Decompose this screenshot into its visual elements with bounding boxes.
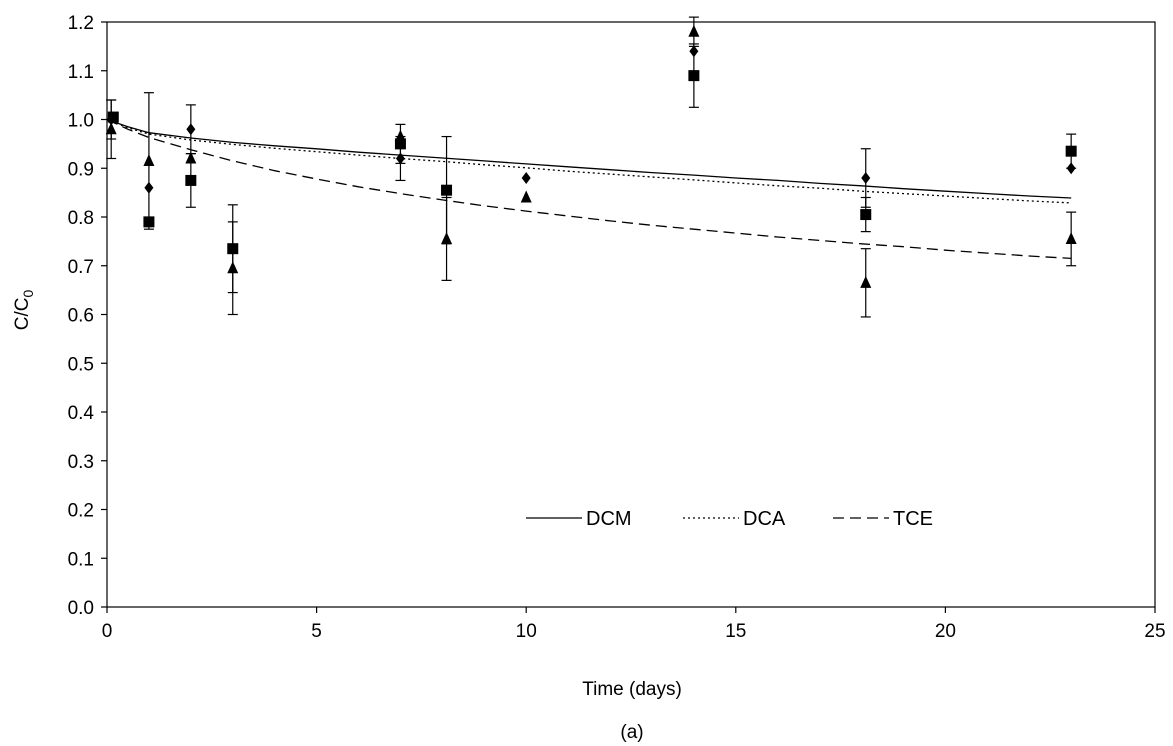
marker-triangle xyxy=(688,24,700,37)
y-tick-label: 0.8 xyxy=(68,208,94,229)
model-curves xyxy=(106,118,1072,260)
y-axis-title-main: C/C xyxy=(12,298,33,331)
y-axis-title: C/C0 xyxy=(12,290,36,331)
y-tick-label: 0.1 xyxy=(68,549,94,570)
observation-points xyxy=(105,16,1077,318)
y-axis-title-subscript: 0 xyxy=(20,290,36,298)
x-tick-label: 0 xyxy=(102,621,113,642)
y-tick-label: 1.0 xyxy=(68,111,94,132)
axes: 0.0 0.1 0.2 0.3 0.4 0.5 0.6 0.7 0.8 0.9 1.0 1.1 1.2 0… xyxy=(68,13,1166,642)
x-tick-label: 5 xyxy=(311,621,322,642)
y-tick-label: 1.2 xyxy=(68,13,94,34)
marker-square xyxy=(394,138,406,150)
legend-label-dca: DCA xyxy=(743,508,786,530)
x-tick-label: 15 xyxy=(725,621,746,642)
marker-triangle xyxy=(1065,231,1077,244)
marker-triangle xyxy=(860,275,872,288)
y-tick-label: 0.3 xyxy=(68,452,94,473)
marker-square xyxy=(107,111,119,123)
marker-square xyxy=(1065,145,1077,157)
y-tick-label: 1.1 xyxy=(68,62,94,83)
curve-dcm xyxy=(106,118,1072,199)
x-tick-label: 20 xyxy=(935,621,956,642)
marker-square xyxy=(688,70,700,82)
x-axis-title: Time (days) xyxy=(582,679,682,700)
y-tick-label: 0.5 xyxy=(68,354,94,375)
curve-tce xyxy=(106,118,1072,260)
legend: DCM DCA TCE xyxy=(526,508,933,530)
y-tick-label: 0.7 xyxy=(68,257,94,278)
marker-diamond xyxy=(861,172,871,184)
y-tick-label: 0.2 xyxy=(68,501,94,522)
marker-diamond xyxy=(521,172,531,184)
marker-triangle xyxy=(441,231,453,244)
y-tick-label: 0.0 xyxy=(68,598,94,619)
curve-dca xyxy=(106,118,1072,204)
x-tick-label: 25 xyxy=(1144,621,1165,642)
marker-square xyxy=(860,209,872,221)
legend-label-dcm: DCM xyxy=(586,508,632,530)
marker-diamond xyxy=(186,123,196,136)
marker-triangle xyxy=(394,129,406,142)
legend-label-tce: TCE xyxy=(893,508,933,530)
chart-caption: (a) xyxy=(620,722,643,743)
y-tick-label: 0.6 xyxy=(68,306,94,327)
marker-triangle xyxy=(185,151,197,164)
marker-square xyxy=(441,184,453,196)
y-tick-label: 0.4 xyxy=(68,403,95,424)
y-tick-label: 0.9 xyxy=(68,159,94,180)
marker-triangle xyxy=(105,122,117,135)
marker-square xyxy=(185,174,197,186)
x-tick-label: 10 xyxy=(516,621,537,642)
marker-triangle xyxy=(143,153,155,166)
marker-triangle xyxy=(520,190,532,203)
marker-triangle xyxy=(227,261,239,274)
